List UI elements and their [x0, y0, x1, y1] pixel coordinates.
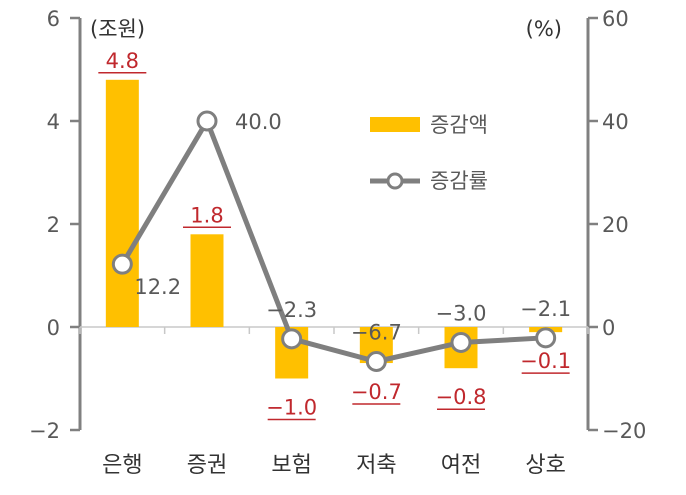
line-point [111, 253, 133, 275]
bar-data-label: 4.8 [106, 49, 139, 73]
left-tick-label: 0 [47, 316, 60, 340]
right-axis-unit: (%) [526, 17, 562, 41]
line-point [281, 328, 303, 350]
line-data-label: −2.1 [520, 297, 571, 321]
category-label: 보험 [271, 453, 311, 478]
bar-data-label: −1.0 [266, 396, 317, 420]
legend-line-marker [386, 172, 404, 190]
line-point [196, 110, 218, 132]
right-tick-label: 0 [602, 316, 615, 340]
line-data-label: −2.3 [266, 298, 317, 322]
bar-data-label: −0.7 [351, 380, 402, 404]
category-label: 여전 [441, 453, 481, 478]
bar-data-label: 1.8 [190, 203, 223, 227]
right-tick-label: 40 [602, 110, 629, 134]
legend-bar-label: 증감액 [430, 113, 488, 137]
line-point [450, 331, 472, 353]
left-axis-unit: (조원) [90, 17, 145, 41]
right-tick-label: 60 [602, 7, 629, 31]
legend-bar-swatch [370, 117, 420, 132]
line-data-label: −3.0 [436, 301, 487, 325]
line-data-label: 12.2 [134, 275, 181, 299]
bar [190, 234, 224, 327]
line-data-label: −6.7 [351, 321, 402, 345]
left-tick-label: 6 [47, 7, 60, 31]
line-path [120, 118, 546, 365]
right-tick-label: 20 [602, 213, 629, 237]
category-label: 상호 [525, 453, 565, 478]
left-tick-label: 4 [47, 110, 60, 134]
data-labels: 4.8 1.8 −1.0 −0.7 −0.8 −0.1 12.2 40.0 −2.3 −6.7 −3… [98, 49, 571, 421]
line-series [111, 110, 557, 373]
bar-data-label: −0.8 [436, 385, 487, 409]
right-tick-label: −20 [602, 419, 646, 443]
line-point [365, 351, 387, 373]
line-data-label: 40.0 [235, 110, 282, 134]
bar-data-label: −0.1 [520, 349, 571, 373]
left-tick-label: −2 [29, 419, 60, 443]
bar [105, 79, 139, 327]
category-label: 은행 [102, 453, 142, 478]
legend-line-label: 증감률 [430, 169, 488, 193]
left-tick-label: 2 [47, 213, 60, 237]
category-label: 증권 [187, 453, 227, 478]
category-label: 저축 [356, 453, 396, 478]
line-point [535, 327, 557, 349]
